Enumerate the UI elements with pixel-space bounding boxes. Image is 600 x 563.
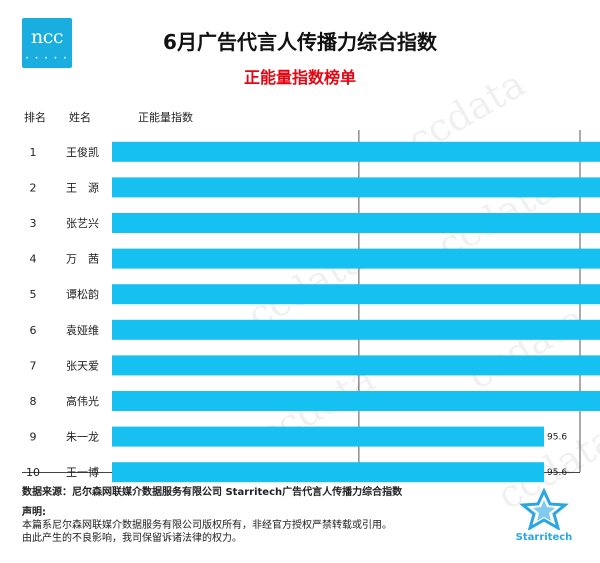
bar bbox=[112, 426, 545, 447]
logo-dots: • • • • • bbox=[25, 55, 69, 62]
name-label: 高伟光 bbox=[66, 394, 99, 408]
rank-label: 7 bbox=[30, 359, 37, 372]
declaration-line-2: 由此产生的不良影响，我司保留诉诸法律的权力。 bbox=[22, 533, 242, 544]
name-label: 谭松韵 bbox=[66, 287, 99, 301]
rank-label: 1 bbox=[30, 146, 37, 159]
rank-label: 8 bbox=[30, 395, 37, 408]
bar bbox=[112, 213, 600, 233]
rank-label: 6 bbox=[30, 324, 37, 337]
rank-label: 10 bbox=[26, 466, 40, 479]
header-index: 正能量指数 bbox=[138, 111, 193, 124]
bar bbox=[112, 319, 600, 340]
name-label: 王俊凯 bbox=[66, 145, 99, 159]
name-label: 万 茜 bbox=[66, 253, 99, 266]
bar bbox=[112, 462, 545, 483]
value-label: 95.6 bbox=[547, 433, 567, 443]
chart-title: 6月广告代言人传播力综合指数 bbox=[163, 30, 437, 54]
bar bbox=[112, 177, 600, 198]
rank-label: 3 bbox=[30, 217, 37, 230]
bar bbox=[112, 355, 600, 376]
bar bbox=[112, 284, 600, 305]
bar bbox=[112, 141, 600, 162]
name-label: 张天爱 bbox=[66, 359, 99, 372]
rank-label: 9 bbox=[30, 431, 37, 444]
declaration-line-1: 本篇系尼尔森网联媒介数据服务有限公司版权所有，非经官方授权严禁转载或引用。 bbox=[22, 520, 392, 531]
bar bbox=[112, 248, 600, 269]
bar bbox=[112, 391, 600, 411]
star-icon bbox=[519, 487, 569, 532]
declaration: 声明: 本篇系尼尔森网联媒介数据服务有限公司版权所有，非经官方授权严禁转载或引用… bbox=[22, 506, 392, 545]
chart-subtitle: 正能量指数榜单 bbox=[243, 68, 356, 87]
declaration-label: 声明: bbox=[22, 507, 46, 518]
name-label: 张艺兴 bbox=[66, 217, 99, 230]
name-label: 王 源 bbox=[66, 180, 99, 194]
starritech-logo: Starritech bbox=[510, 487, 578, 543]
rank-label: 5 bbox=[30, 288, 37, 301]
name-label: 袁娅维 bbox=[66, 323, 99, 337]
ncc-logo: ncc • • • • • bbox=[22, 18, 72, 68]
data-source: 数据来源：尼尔森网联媒介数据服务有限公司 Starritech广告代言人传播力综… bbox=[22, 487, 403, 498]
rank-label: 2 bbox=[30, 181, 37, 194]
header-rank: 排名 bbox=[24, 111, 46, 124]
logo-text: ncc bbox=[30, 26, 64, 48]
header-name: 姓名 bbox=[69, 111, 91, 124]
name-label: 王一博 bbox=[66, 466, 99, 479]
brand-name: Starritech bbox=[515, 532, 573, 543]
rank-label: 4 bbox=[30, 253, 37, 266]
name-label: 朱一龙 bbox=[66, 431, 99, 444]
value-label: 95.6 bbox=[547, 468, 567, 478]
